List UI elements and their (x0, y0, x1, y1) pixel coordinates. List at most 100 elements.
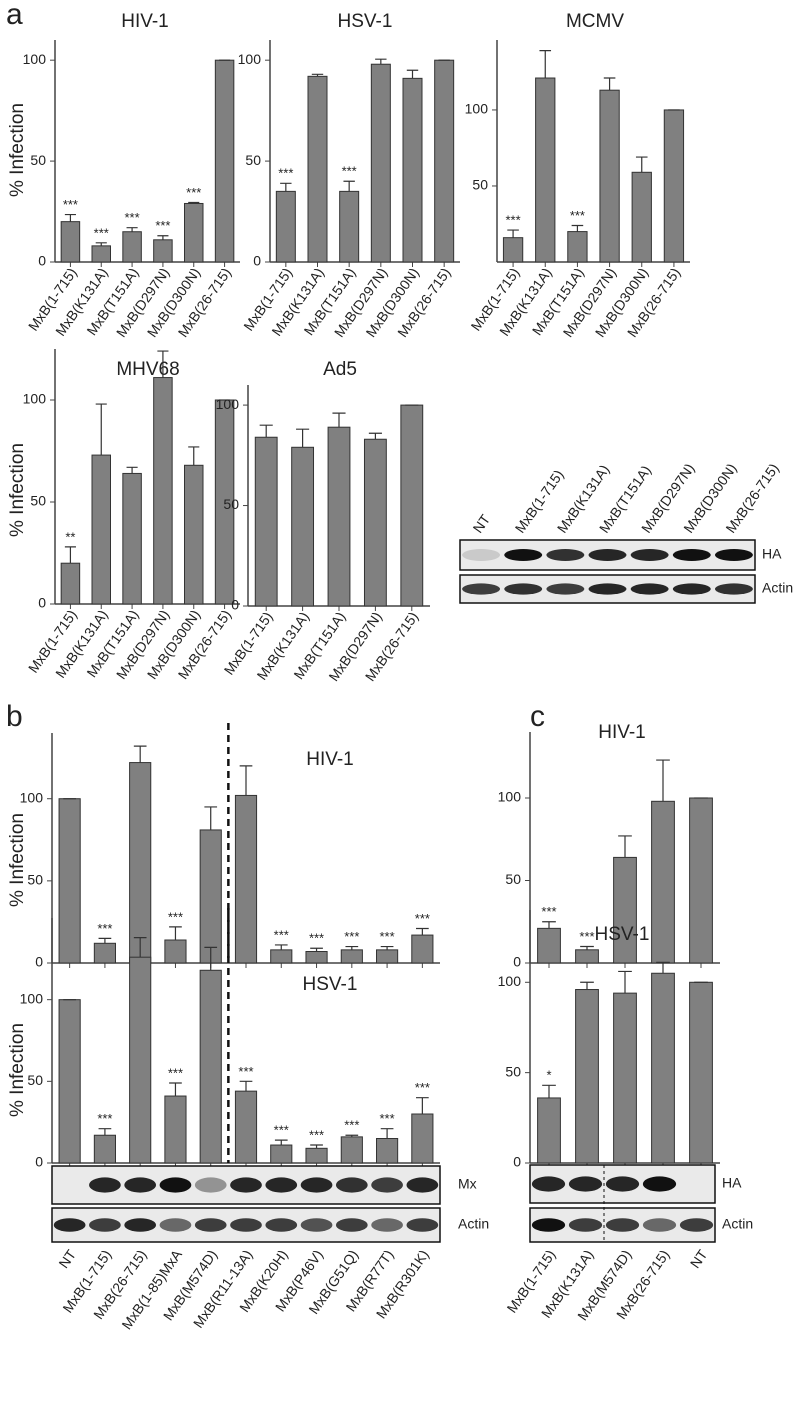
significance: *** (344, 929, 359, 944)
bar (307, 75, 328, 263)
bar (164, 1095, 187, 1164)
blot-band (300, 1218, 333, 1232)
error-bar (656, 961, 670, 974)
y-tick-label: 50 (472, 177, 488, 193)
error-bar (311, 73, 324, 77)
error-bar (332, 412, 346, 428)
bar (91, 245, 111, 263)
error-bar (188, 446, 200, 466)
error-bar (416, 1097, 429, 1114)
error-bar (416, 927, 429, 936)
blot-band (531, 1218, 566, 1232)
blot-row-label: HA (722, 1175, 742, 1191)
blot-band (630, 549, 669, 561)
bar (305, 951, 328, 964)
bar (434, 59, 455, 263)
y-tick-label: 0 (38, 253, 46, 269)
bar (599, 89, 620, 263)
bar (184, 202, 204, 263)
y-tick-label: 50 (30, 493, 46, 509)
bar (291, 446, 315, 607)
error-bar (656, 759, 670, 802)
significance: *** (415, 1080, 430, 1095)
y-axis-label: % Infection (7, 443, 28, 537)
bar (567, 231, 588, 263)
y-tick-label: 0 (35, 954, 43, 970)
blot-band (406, 1177, 439, 1193)
error-bar (539, 50, 552, 79)
bar (411, 934, 434, 964)
y-tick-label: 100 (23, 51, 47, 67)
blot-row-label: Actin (722, 1216, 753, 1232)
y-tick-label: 100 (20, 990, 44, 1006)
y-tick-label: 0 (253, 253, 261, 269)
significance: *** (155, 218, 170, 233)
error-bar (98, 1128, 112, 1136)
blot-row-label: HA (762, 546, 782, 562)
y-tick-label: 100 (216, 396, 240, 412)
blot-band (371, 1177, 403, 1193)
error-bar (157, 235, 169, 240)
error-bar (618, 970, 632, 994)
error-bar (380, 1128, 394, 1139)
bar (651, 972, 675, 1164)
error-bar (239, 765, 253, 796)
error-bar (64, 546, 76, 564)
chart-title: MHV68 (116, 359, 179, 380)
significance: *** (344, 1118, 359, 1133)
blot-band (406, 1218, 439, 1232)
error-bar (310, 1144, 323, 1149)
lane-label: NT (469, 511, 493, 536)
blot-band (588, 549, 627, 561)
error-bar (343, 180, 355, 192)
bar (214, 59, 235, 263)
blot-band (265, 1177, 298, 1193)
y-tick-label: 50 (27, 1072, 43, 1088)
blot-band (714, 549, 753, 561)
bar (613, 856, 637, 964)
chart-title: HSV-1 (303, 974, 358, 995)
error-bar (380, 945, 394, 950)
blot-band (605, 1218, 640, 1232)
y-tick-label: 0 (35, 1154, 43, 1170)
error-bar (635, 156, 648, 173)
error-bar (542, 1084, 556, 1098)
blot-row-label: Actin (762, 580, 793, 596)
error-bar (98, 937, 112, 944)
chart-title: HSV-1 (595, 924, 650, 945)
bar (339, 190, 360, 263)
significance: *** (541, 904, 556, 919)
panel-letter: a (6, 0, 23, 31)
bar (153, 239, 173, 263)
blot-row-label: Mx (458, 1176, 477, 1192)
bar (400, 404, 424, 607)
error-bar (618, 835, 632, 858)
y-tick-label: 50 (30, 152, 46, 168)
significance: *** (94, 225, 109, 240)
bar (402, 77, 423, 263)
bar (60, 221, 81, 263)
bar (234, 1090, 258, 1164)
significance: *** (278, 166, 293, 181)
y-tick-label: 50 (505, 871, 521, 887)
blot-band (462, 583, 501, 595)
error-bar (126, 227, 138, 232)
error-bar (133, 937, 147, 958)
y-tick-label: 0 (38, 595, 46, 611)
significance: *** (274, 927, 289, 942)
significance: *** (505, 213, 520, 228)
bar (651, 800, 675, 964)
bar (575, 989, 599, 1164)
error-bar (274, 1139, 288, 1146)
error-bar (188, 201, 200, 204)
error-bar (406, 69, 419, 79)
blot-band (124, 1177, 157, 1193)
blot-row-label: Actin (458, 1216, 489, 1232)
error-bar (571, 224, 584, 232)
bar (199, 969, 222, 1164)
bar (575, 949, 599, 964)
blot-band (159, 1177, 192, 1193)
error-bar (259, 424, 273, 438)
y-tick-label: 0 (513, 1154, 521, 1170)
blot-band (642, 1176, 677, 1192)
